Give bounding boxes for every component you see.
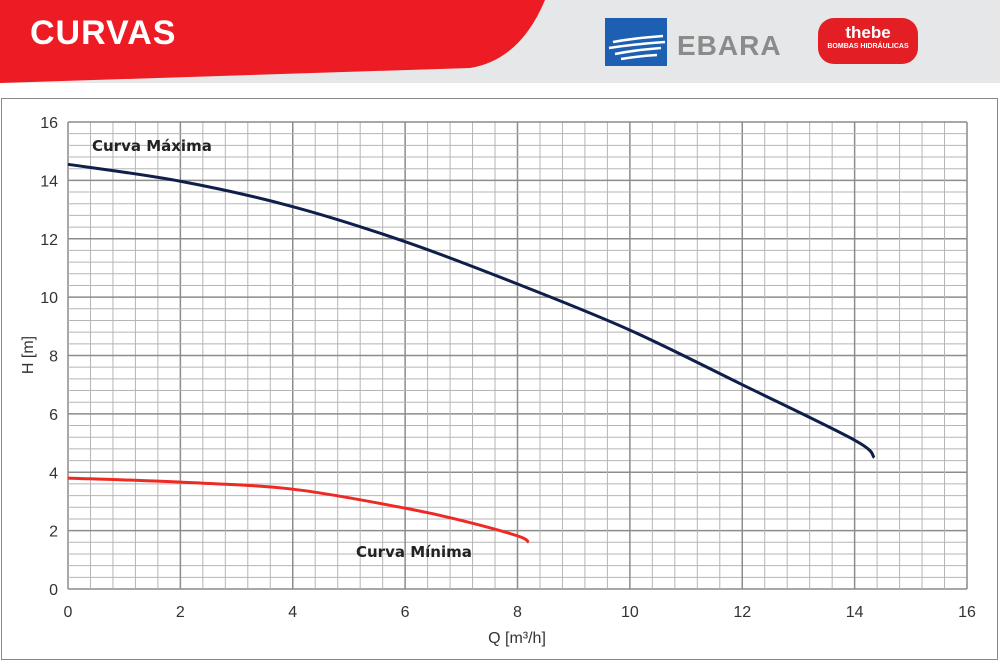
x-tick-label: 6 [401, 604, 410, 621]
y-tick-label: 8 [49, 349, 58, 366]
y-tick-label: 10 [40, 290, 58, 307]
x-axis-label: Q [m³/h] [488, 630, 546, 647]
y-axis-label: H [m] [20, 336, 37, 374]
y-tick-label: 14 [40, 173, 58, 190]
x-tick-label: 16 [958, 604, 976, 621]
y-tick-label: 4 [49, 465, 58, 482]
thebe-logo: thebe BOMBAS HIDRÁULICAS [818, 18, 918, 64]
curve-min-label: Curva Mínima [356, 543, 472, 561]
header: CURVAS EBARA thebe BOMBAS HIDRÁULICAS [0, 0, 1000, 83]
curve-min-line [67, 476, 530, 544]
chart-frame [1, 98, 998, 660]
y-tick-label: 12 [40, 232, 58, 249]
y-tick-label: 16 [40, 115, 58, 132]
curve-max-label: Curva Máxima [92, 137, 212, 155]
ebara-logo-text: EBARA [677, 30, 782, 61]
x-tick-label: 10 [621, 604, 639, 621]
x-tick-label: 12 [733, 604, 751, 621]
x-tick-label: 2 [176, 604, 185, 621]
red-banner [0, 0, 545, 83]
curve-max-line [67, 162, 876, 459]
x-tick-label: 4 [288, 604, 297, 621]
page-title: CURVAS [30, 14, 177, 52]
thebe-logo-text: thebe [845, 23, 891, 42]
x-tick-label: 14 [846, 604, 864, 621]
x-tick-label: 0 [64, 604, 73, 621]
x-tick-label: 8 [513, 604, 522, 621]
ebara-logo-icon [605, 18, 667, 66]
y-tick-label: 2 [49, 524, 58, 541]
thebe-logo-subtext: BOMBAS HIDRÁULICAS [827, 43, 909, 50]
y-tick-label: 6 [49, 407, 58, 424]
y-tick-label: 0 [49, 582, 58, 599]
